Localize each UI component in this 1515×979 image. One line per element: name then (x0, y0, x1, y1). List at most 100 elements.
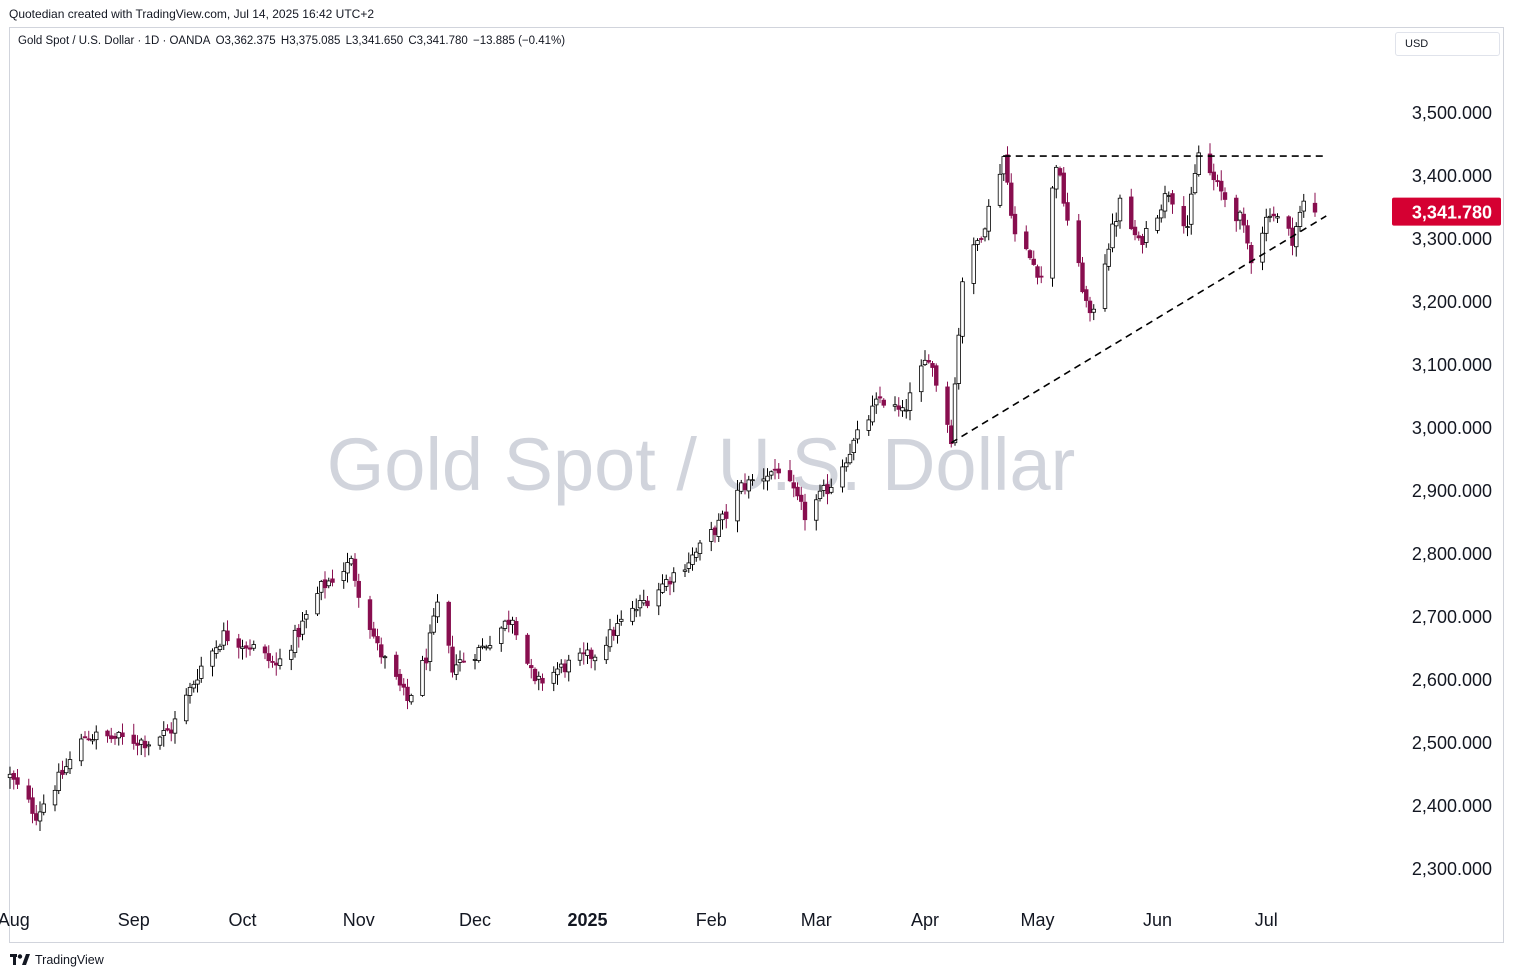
symbol-legend[interactable]: Gold Spot / U.S. Dollar · 1D · OANDA O3,… (18, 35, 567, 47)
candle-body-down (34, 813, 39, 821)
candle-body-down (979, 238, 984, 240)
candle-body-down (131, 734, 136, 744)
candle (382, 655, 388, 669)
candle (1241, 207, 1246, 233)
candle-body-down (1170, 193, 1175, 205)
candle-body-up (686, 562, 691, 569)
candle-body-down (791, 482, 796, 489)
candle-body-down (1249, 244, 1254, 264)
candle (874, 392, 879, 414)
candle (289, 644, 294, 671)
candle-body-up (319, 581, 324, 593)
candle-body-up (382, 656, 388, 659)
candle (169, 722, 174, 742)
candle-body-down (379, 644, 384, 658)
candle-body-up (210, 650, 215, 667)
candle-body-down (529, 665, 534, 669)
candle (304, 610, 309, 629)
candle-body-down (82, 736, 88, 739)
candle-body-down (1234, 197, 1239, 222)
candle (1234, 194, 1239, 232)
candle (112, 733, 118, 745)
candle-body-down (1031, 258, 1036, 265)
candle-body-up (187, 686, 193, 696)
candle (1189, 186, 1194, 235)
candle (1237, 210, 1243, 230)
candle-body-down (405, 686, 410, 702)
candle (1144, 221, 1149, 248)
currency-selector[interactable]: USD (1395, 32, 1500, 56)
candle-body-up (90, 739, 95, 742)
footer-branding[interactable]: TradingView (10, 953, 104, 967)
y-axis-tick-label: 3,100.000 (1412, 355, 1492, 375)
candle-body-down (1129, 196, 1134, 230)
candle-body-down (371, 628, 376, 637)
candle (930, 361, 935, 377)
candle (341, 562, 346, 589)
candle (667, 576, 673, 596)
candle-body-down (877, 396, 883, 399)
candle-body-down (135, 742, 140, 746)
candle-body-up (56, 771, 61, 791)
candle (11, 770, 16, 790)
candle (352, 553, 358, 587)
candle-body-down (930, 363, 935, 368)
candle (892, 396, 898, 412)
candle-body-down (772, 468, 778, 471)
candle-body-down (1241, 213, 1246, 226)
candle-body-down (270, 661, 275, 663)
candle-body-down (247, 647, 253, 650)
candle-body-down (394, 654, 399, 677)
candle-body-up (551, 671, 556, 684)
candle (1286, 215, 1291, 236)
candle (645, 595, 650, 609)
y-axis-tick-label: 3,000.000 (1412, 418, 1492, 438)
candle-body-down (266, 653, 271, 662)
candle (446, 600, 451, 654)
candle-body-up (116, 731, 121, 739)
candle (765, 468, 770, 491)
candle-body-down (322, 579, 328, 589)
candle-body-up (720, 513, 725, 521)
y-axis-tick-label: 3,400.000 (1412, 166, 1492, 186)
candle-body-down (244, 645, 249, 649)
candle-body-up (997, 173, 1003, 206)
candle-body-down (1286, 216, 1291, 229)
candle (135, 735, 140, 756)
candle-body-up (922, 359, 928, 366)
candle-body-up (326, 580, 331, 587)
candle-body-up (1264, 216, 1269, 234)
candle (300, 611, 305, 641)
candle (431, 608, 436, 635)
x-axis-tick-label: May (1020, 910, 1054, 930)
candle-body-up (975, 240, 980, 245)
candle (1267, 208, 1273, 223)
candle-body-up (866, 419, 871, 431)
candle (559, 659, 564, 674)
candle (656, 582, 661, 616)
candle-body-down (1215, 180, 1220, 183)
candle-body-down (742, 483, 748, 490)
chart-frame[interactable] (9, 27, 1504, 943)
candle-body-down (109, 735, 114, 740)
candle-body-up (1294, 226, 1299, 248)
candle-body-up (345, 562, 350, 574)
candle (536, 671, 541, 691)
candle-body-down (26, 785, 31, 800)
candle-body-down (225, 630, 230, 642)
candle-body-up (709, 529, 714, 542)
candle (979, 236, 984, 243)
candle-body-up (870, 405, 875, 423)
candle (997, 164, 1003, 208)
candle-body-down (1211, 171, 1216, 181)
candle (900, 399, 905, 417)
y-axis-tick-label: 2,500.000 (1412, 733, 1492, 753)
candle-body-down (296, 627, 301, 638)
candle (142, 735, 148, 758)
candle (975, 238, 980, 251)
candle-body-up (431, 615, 436, 633)
candle-body-up (874, 398, 879, 406)
candle-body-up (697, 542, 703, 554)
candle-body-down (776, 468, 781, 474)
